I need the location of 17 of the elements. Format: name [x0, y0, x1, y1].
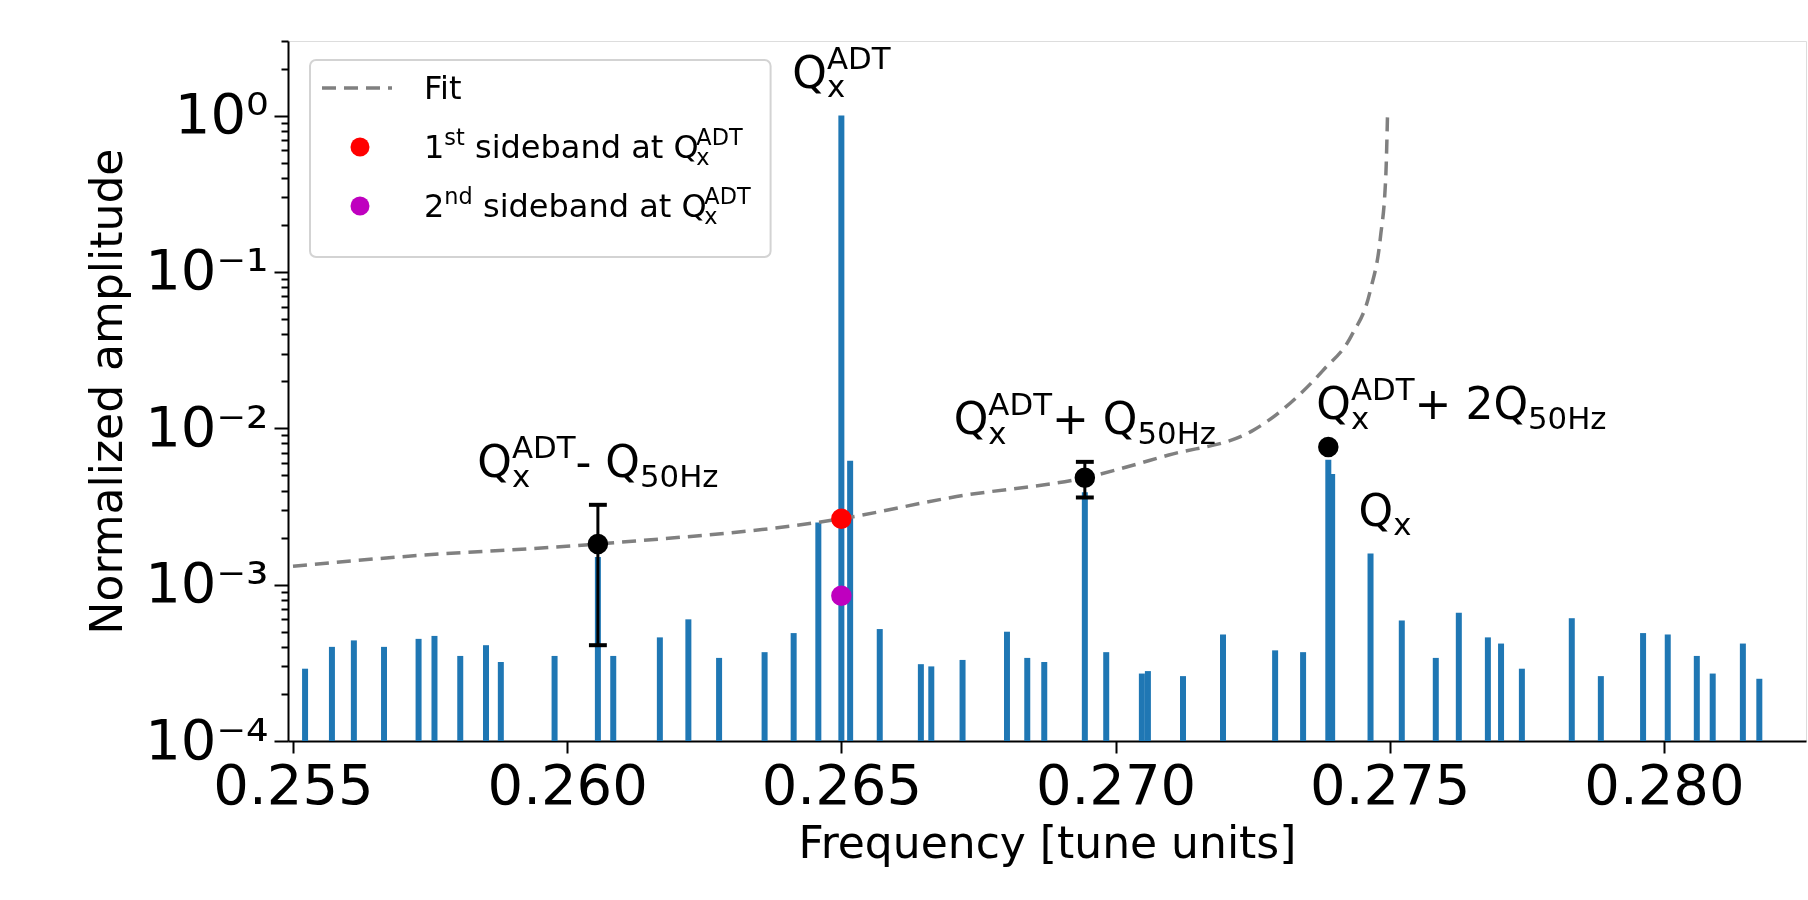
- y-tick-label: 10⁻²: [145, 393, 269, 459]
- x-tick-label: 0.280: [1584, 751, 1745, 817]
- y-tick-label: 10⁻³: [145, 550, 269, 616]
- point: [831, 585, 852, 606]
- point: [587, 533, 609, 555]
- legend-label: Fit: [424, 69, 462, 107]
- point: [1318, 436, 1339, 458]
- point: [831, 508, 852, 529]
- y-tick-label: 10⁻¹: [145, 237, 269, 303]
- x-tick-label: 0.275: [1310, 751, 1471, 817]
- x-axis-title: Frequency [tune units]: [798, 816, 1297, 868]
- x-tick-label: 0.260: [487, 751, 648, 817]
- point: [1074, 467, 1096, 488]
- x-tick-label: 0.265: [761, 751, 923, 817]
- x-tick-label: 0.270: [1035, 751, 1197, 817]
- y-axis-title: Normalized amplitude: [81, 148, 133, 635]
- y-tick-label: 10⁰: [174, 81, 269, 147]
